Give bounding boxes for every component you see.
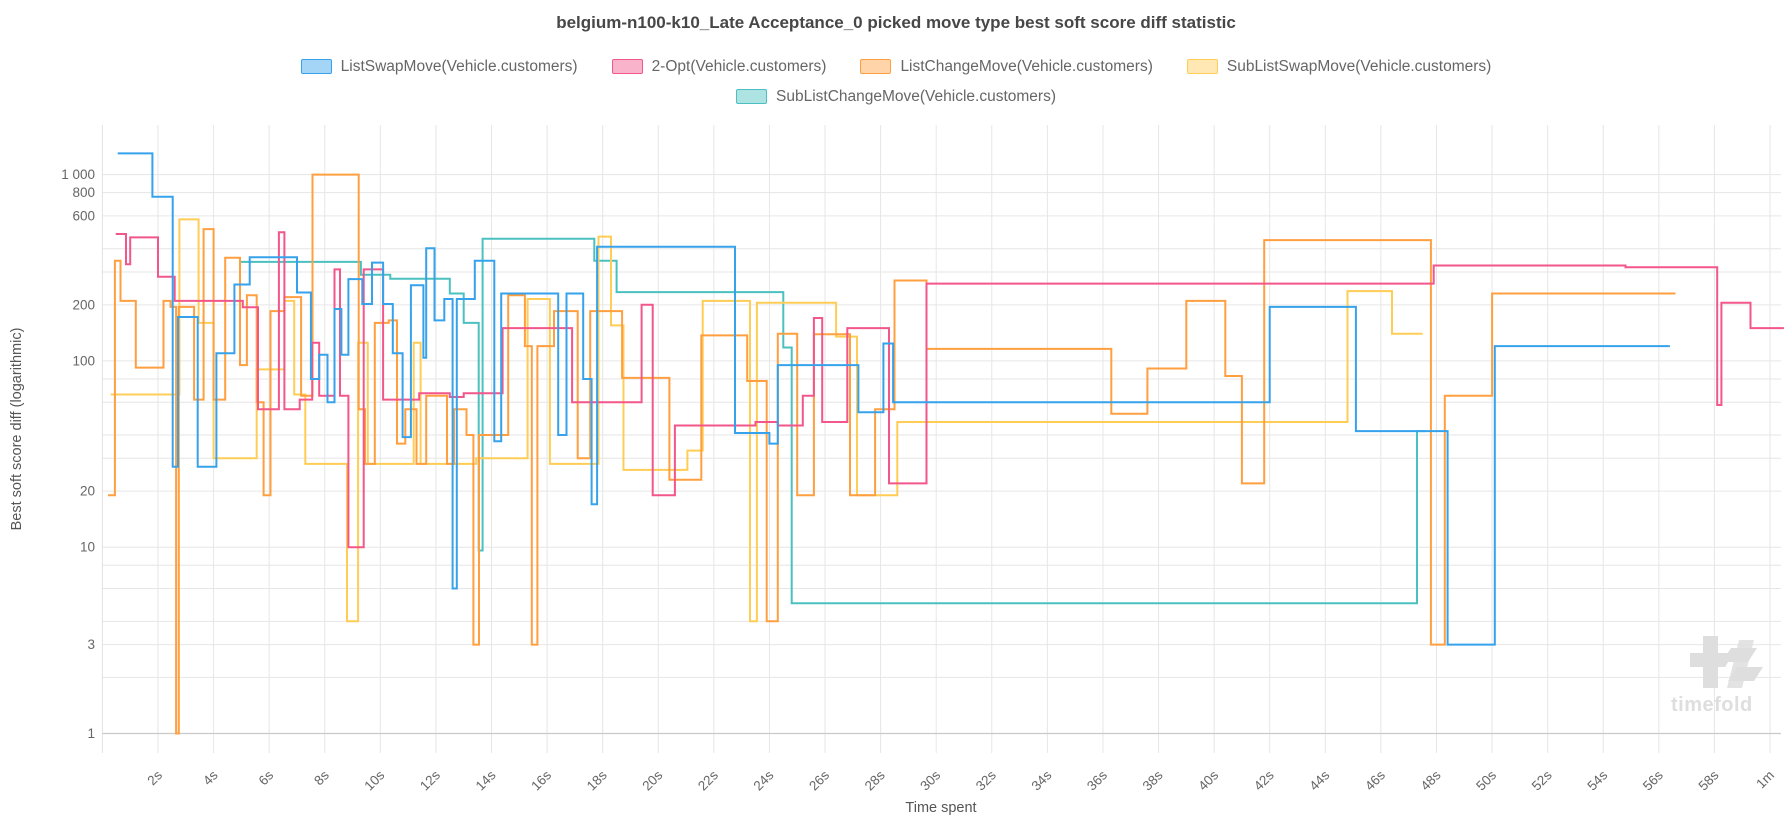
watermark-label: timefold (1671, 694, 1753, 716)
svg-text:3: 3 (87, 637, 95, 652)
svg-text:1m: 1m (1753, 768, 1777, 792)
legend-item-label: SubListSwapMove(Vehicle.customers) (1226, 57, 1492, 75)
svg-text:40s: 40s (1195, 767, 1221, 793)
svg-text:8s: 8s (311, 767, 332, 788)
svg-text:52s: 52s (1529, 767, 1555, 793)
svg-text:1: 1 (87, 726, 95, 741)
legend-swatch-icon (300, 59, 332, 74)
legend-item-label: ListChangeMove(Vehicle.customers) (900, 57, 1153, 75)
series-2-Opt(Vehicle.customers) (115, 231, 1784, 549)
svg-text:16s: 16s (528, 767, 554, 793)
svg-text:100: 100 (72, 353, 95, 368)
svg-text:28s: 28s (862, 767, 888, 793)
svg-text:26s: 26s (806, 767, 832, 793)
svg-text:1 000: 1 000 (61, 167, 95, 182)
svg-text:46s: 46s (1362, 767, 1388, 793)
svg-text:20: 20 (80, 484, 95, 499)
legend-swatch-icon (736, 89, 767, 104)
chart-title: belgium-n100-k10_Late Acceptance_0 picke… (556, 13, 1236, 32)
svg-text:32s: 32s (973, 767, 999, 793)
svg-text:44s: 44s (1306, 767, 1332, 793)
svg-text:48s: 48s (1418, 767, 1444, 793)
legend-swatch-icon (1186, 59, 1218, 74)
svg-text:800: 800 (72, 185, 95, 200)
series-ListChangeMove(Vehicle.customers) (108, 173, 1676, 735)
svg-text:20s: 20s (639, 767, 665, 793)
legend-item-5[interactable]: SubListChangeMove(Vehicle.customers) (736, 84, 1056, 109)
legend-item-2[interactable]: 2-Opt(Vehicle.customers) (611, 54, 827, 79)
series-SubListChangeMove(Vehicle.customers) (240, 237, 1426, 605)
timefold-logo-icon (1690, 636, 1763, 688)
svg-text:10: 10 (80, 540, 95, 555)
svg-text:12s: 12s (417, 767, 443, 793)
legend-item-label: 2-Opt(Vehicle.customers) (651, 57, 827, 75)
series-lines (108, 152, 1784, 735)
svg-text:10s: 10s (361, 767, 387, 793)
svg-text:30s: 30s (917, 767, 943, 793)
grid (101, 125, 1781, 753)
svg-text:6s: 6s (256, 767, 277, 788)
x-axis-title: Time spent (905, 800, 977, 816)
legend-swatch-icon (611, 59, 643, 74)
svg-text:38s: 38s (1140, 767, 1166, 793)
legend-item-label: SubListChangeMove(Vehicle.customers) (776, 87, 1056, 105)
svg-text:36s: 36s (1084, 767, 1110, 793)
legend-item-1[interactable]: ListSwapMove(Vehicle.customers) (300, 54, 578, 79)
svg-text:600: 600 (72, 208, 95, 223)
chart-legend: ListSwapMove(Vehicle.customers) 2-Opt(Veh… (146, 54, 1646, 109)
svg-text:24s: 24s (751, 767, 777, 793)
svg-text:2s: 2s (144, 767, 165, 788)
svg-text:4s: 4s (200, 767, 221, 788)
svg-text:22s: 22s (695, 767, 721, 793)
svg-text:58s: 58s (1696, 767, 1722, 793)
svg-text:42s: 42s (1251, 767, 1277, 793)
series-ListSwapMove(Vehicle.customers) (117, 152, 1670, 646)
svg-text:18s: 18s (584, 767, 610, 793)
legend-item-3[interactable]: ListChangeMove(Vehicle.customers) (860, 54, 1153, 79)
svg-text:34s: 34s (1028, 767, 1054, 793)
legend-item-label: ListSwapMove(Vehicle.customers) (340, 57, 578, 75)
legend-item-4[interactable]: SubListSwapMove(Vehicle.customers) (1186, 54, 1492, 79)
svg-text:56s: 56s (1640, 767, 1666, 793)
svg-text:14s: 14s (473, 767, 499, 793)
svg-text:54s: 54s (1584, 767, 1610, 793)
legend-swatch-icon (860, 59, 892, 74)
svg-text:50s: 50s (1473, 767, 1499, 793)
svg-text:200: 200 (72, 297, 95, 312)
